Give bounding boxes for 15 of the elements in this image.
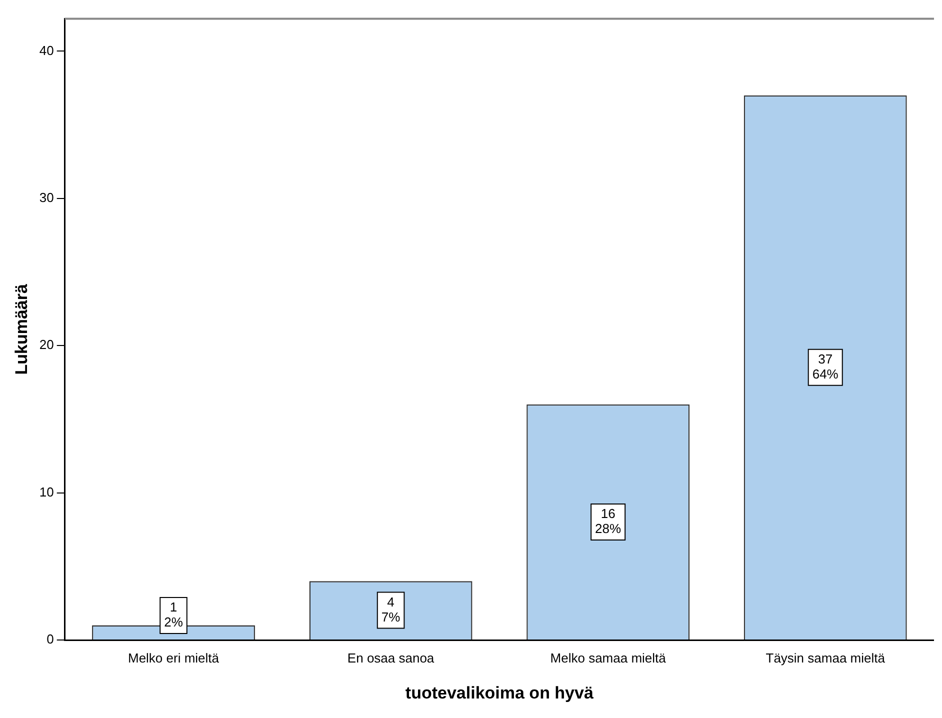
data-label: 16 28%	[595, 506, 622, 536]
y-tick-label: 40	[39, 42, 54, 58]
y-tick-label: 10	[39, 484, 54, 500]
data-label: 1 2%	[164, 600, 184, 630]
y-tick-label: 20	[39, 337, 54, 352]
data-label: 37 64%	[812, 352, 839, 382]
data-label: 4 7%	[381, 594, 401, 624]
x-tick-label: En osaa sanoa	[347, 650, 435, 666]
x-axis-title: tuotevalikoima on hyvä	[405, 683, 594, 702]
x-tick-label: Täysin samaa mieltä	[766, 650, 886, 666]
y-axis-title: Lukumäärä	[12, 284, 31, 375]
y-tick-label: 0	[46, 632, 54, 647]
x-tick-label: Melko eri mieltä	[128, 650, 220, 666]
y-tick-label: 30	[39, 190, 54, 205]
x-tick-label: Melko samaa mieltä	[550, 650, 667, 666]
